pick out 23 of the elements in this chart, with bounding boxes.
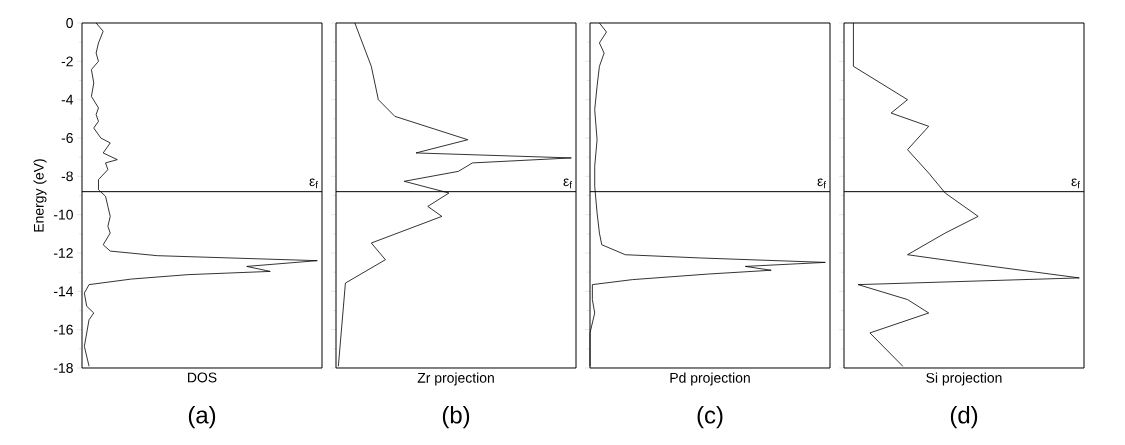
x-axis-title: Si projection	[926, 372, 1002, 386]
x-axis-title: Pd projection	[670, 372, 750, 386]
y-tick-label: -8	[61, 171, 73, 182]
text: (d)	[950, 406, 978, 429]
text: (a)	[188, 406, 216, 429]
y-tick-label: -6	[61, 133, 73, 143]
text: (b)	[442, 406, 470, 429]
ref-line-label: ε$_{f}$	[1071, 178, 1081, 189]
ref-line-label: ε$_{f}$	[309, 178, 319, 189]
y-tick-label: -12	[53, 248, 73, 258]
y-axis-title: Energy (eV)	[33, 159, 47, 232]
y-tick-label: -2	[61, 56, 73, 67]
y-tick-label: -4	[61, 94, 74, 105]
text: (c)	[697, 406, 723, 429]
x-axis-title: DOS	[188, 372, 217, 383]
y-tick-label: 0	[66, 18, 73, 28]
ref-line-label: ε$_{f}$	[563, 178, 573, 189]
y-tick-label: -10	[53, 209, 73, 220]
y-tick-label: -14	[53, 286, 74, 297]
x-axis-title: Zr projection	[417, 372, 494, 386]
ref-line-label: ε$_{f}$	[817, 178, 827, 189]
y-tick-label: -18	[53, 363, 73, 373]
y-tick-label: -16	[53, 324, 73, 335]
